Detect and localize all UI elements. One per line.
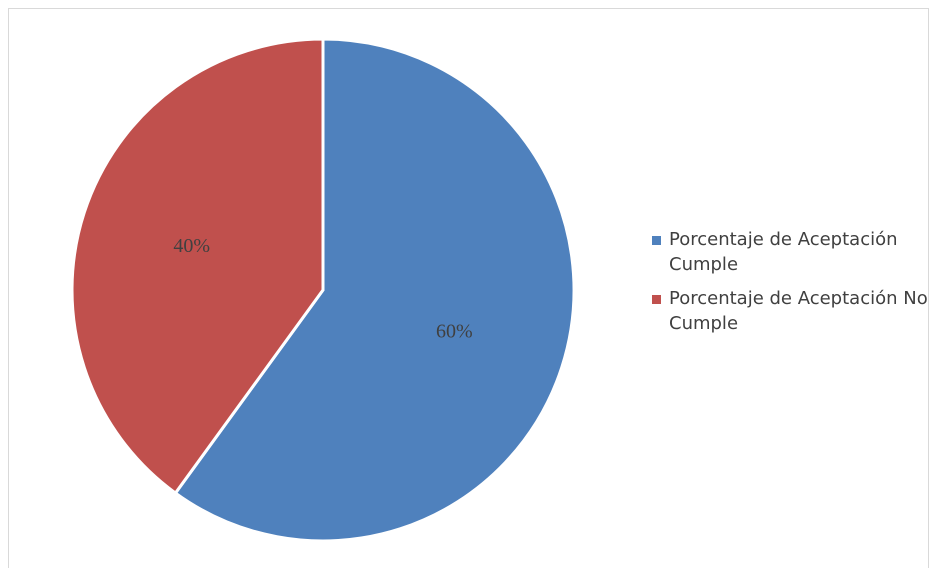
- pie-data-labels: 60% 40%: [173, 235, 472, 342]
- legend-label-cumple: Porcentaje de Aceptación Cumple: [669, 229, 898, 275]
- pie-slice-1: [70, 37, 325, 496]
- legend: Porcentaje de Aceptación Cumple Porcenta…: [652, 227, 931, 345]
- legend-label-no-cumple: Porcentaje de Aceptación No Cumple: [669, 288, 928, 334]
- legend-swatch-no-cumple: [652, 295, 661, 304]
- legend-item-cumple: Porcentaje de Aceptación Cumple: [652, 227, 931, 277]
- pie-slices: [70, 37, 576, 543]
- pie-slice-0: [173, 37, 576, 543]
- pie-data-label-1: 40%: [173, 235, 210, 257]
- legend-item-no-cumple: Porcentaje de Aceptación No Cumple: [652, 286, 931, 336]
- legend-swatch-cumple: [652, 236, 661, 245]
- pie-data-label-0: 60%: [436, 320, 473, 342]
